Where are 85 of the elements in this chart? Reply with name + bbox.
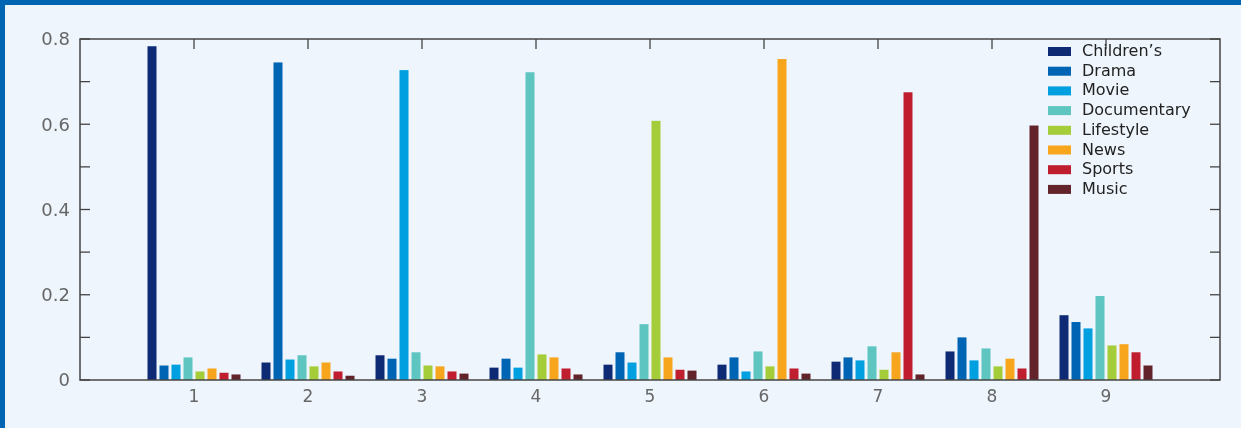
bar [831,361,841,380]
x-tick-label: 9 [1100,386,1112,406]
bar [717,364,727,380]
y-tick-label: 0.4 [41,198,70,220]
bar [1059,315,1069,380]
bar [1083,328,1093,380]
bar [273,62,283,380]
bar [435,366,445,380]
bar [1095,296,1105,380]
y-tick-label: 0.8 [41,28,70,50]
bar [573,374,583,380]
bar [1071,322,1081,380]
bar [993,366,1003,380]
bar [321,362,331,380]
bar [1131,352,1141,380]
bar [789,368,799,380]
bar [537,354,547,380]
bar [753,351,763,380]
x-tick-label: 8 [986,386,998,406]
bar [603,364,613,380]
bar [729,357,739,380]
bar [147,46,157,380]
bar [777,59,787,380]
bar [501,358,511,380]
bar [285,359,295,380]
bar [639,324,649,380]
bar [1107,345,1117,380]
x-tick-label: 2 [302,386,314,406]
bar [411,352,421,380]
bar [447,371,457,380]
bar [969,360,979,380]
legend-label: Movie [1082,80,1130,100]
bar [615,352,625,380]
bar [1017,368,1027,380]
bar [195,371,205,380]
bar [159,365,169,380]
legend-label: Sports [1082,159,1134,179]
bar [1143,365,1153,380]
bar [1005,358,1015,380]
x-tick-label: 6 [758,386,770,406]
x-tick-label: 1 [188,386,200,406]
bar [549,357,559,380]
legend-label: Children’s [1082,41,1162,60]
bar [867,346,877,380]
bar [1119,344,1129,380]
bar [561,368,571,380]
bar [957,337,967,380]
x-tick-label: 5 [644,386,656,406]
x-tick-label: 4 [530,386,542,406]
bar [981,348,991,380]
bar [207,368,217,380]
bar [261,362,271,380]
bar [297,355,307,380]
legend-label: Music [1082,178,1128,198]
y-tick-label: 0.6 [41,113,70,135]
x-tick-label: 3 [416,386,428,406]
bar [399,70,409,380]
bar [843,357,853,380]
bar [903,92,913,380]
bar [309,366,319,380]
y-tick-label: 0 [58,369,70,391]
bar [387,358,397,380]
bar [741,371,751,380]
bar [627,362,637,380]
legend-label: Lifestyle [1082,119,1150,139]
bar [375,355,385,380]
legend-label: News [1082,139,1126,159]
bar [171,364,181,380]
y-tick-label: 0.2 [41,284,70,306]
bar [651,120,661,380]
legend-label: Drama [1082,60,1137,80]
x-tick-label: 7 [872,386,884,406]
bar [663,357,673,380]
bar [765,366,775,380]
bar [525,72,535,380]
bar [945,351,955,380]
bar [855,360,865,380]
bar [423,365,433,380]
bar [891,352,901,380]
legend-label: Documentary [1082,100,1191,120]
bar [333,371,343,380]
bar [183,357,193,380]
bar [915,374,925,380]
bar [231,374,241,380]
bar [1029,125,1039,380]
